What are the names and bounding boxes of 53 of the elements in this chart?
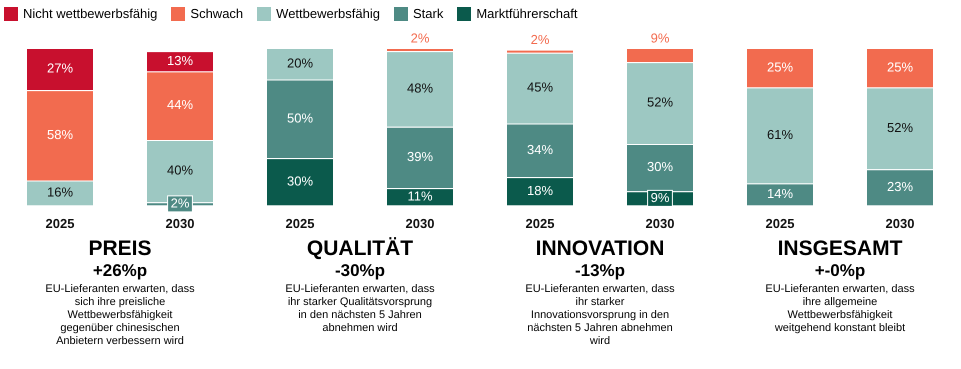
data-label: 2% [410,30,430,46]
data-label: 30% [646,159,674,174]
data-label: 11% [407,188,433,204]
x-tick-label: 2030 [886,216,914,231]
text: EU-Lieferanten erwarten, dass ihr starker Innovationsvorsprung in den nächsten 5 Jahren abnehmen wird [525,283,675,348]
data-label: 52% [646,94,674,110]
data-label: 50% [286,110,314,126]
text: EU-Lieferanten erwarten, dass ihre allgemeine Wettbewerbsfähigkeit weitgehend konstant bleibt [765,283,915,335]
data-label: 61% [766,126,794,142]
legend-label: Marktführerschaft [475,6,578,21]
text: INSGESAMT [776,237,904,261]
data-label: 27% [46,60,74,76]
text: QUALITÄT [306,237,414,261]
x-tick-label: 2030 [166,216,194,231]
data-label: 58% [46,126,74,142]
text: -13%p [574,261,626,281]
text: EU-Lieferanten erwarten, dass ihr starker Qualitätsvorsprung in den nächsten 5 Jahren abnehmen wird [285,283,435,335]
x-tick-label: 2025 [766,216,794,231]
data-label: 2% [170,195,190,210]
data-label: 25% [766,59,794,74]
x-tick-label: 2025 [526,216,554,231]
text: PREIS [87,237,153,261]
x-tick-label: 2030 [406,216,434,231]
data-label: 52% [886,120,914,135]
data-label: 18% [526,182,554,198]
text: +26%p [92,261,148,281]
text: EU-Lieferanten erwarten, dass sich ihre preisliche Wettbewerbsfähigkeit gegenüber chinesischen Anbietern verbessern wird [45,283,195,348]
data-label: 44% [166,97,194,112]
text: -30%p [334,261,386,281]
data-label: 13% [166,52,194,68]
x-tick-label: 2025 [286,216,314,231]
legend-label: Nicht wettbewerbsfähig [22,6,158,21]
data-label: 23% [886,178,914,194]
legend-label: Stark [412,6,444,21]
data-label: 34% [526,142,554,157]
data-label: 2% [530,32,550,48]
data-label: 40% [166,162,194,178]
data-label: 25% [886,59,914,74]
data-label: 16% [46,184,74,200]
text: +-0%p [814,261,866,281]
legend-label: Schwach [189,6,244,21]
x-tick-label: 2025 [46,216,74,231]
data-label: 14% [766,186,794,201]
data-label: 39% [406,148,434,164]
data-label: 9% [650,30,670,46]
data-label: 9% [650,190,670,205]
data-label: 20% [286,55,314,70]
data-label: 48% [406,80,434,96]
data-label: 30% [286,173,314,188]
data-label: 45% [526,80,554,95]
x-tick-label: 2030 [646,216,674,231]
text: INNOVATION [534,237,666,261]
legend-label: Wettbewerbsfähig [275,6,380,21]
